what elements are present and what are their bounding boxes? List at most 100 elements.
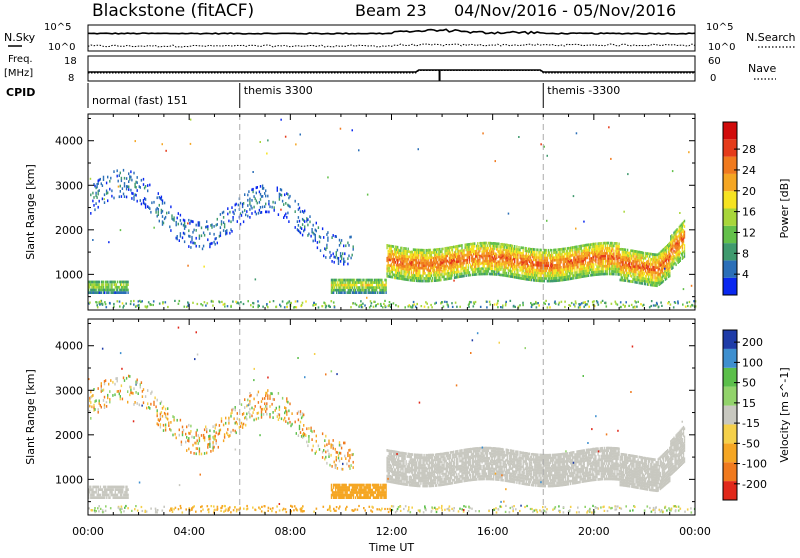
heatmap-cell: [589, 249, 590, 252]
heatmap-cell: [505, 301, 507, 303]
heatmap-cell: [217, 242, 218, 245]
heatmap-cell: [546, 249, 547, 252]
heatmap-cell: [280, 305, 282, 307]
heatmap-cell: [360, 494, 361, 497]
heatmap-cell: [286, 216, 287, 219]
heatmap-cell: [101, 291, 102, 294]
heatmap-cell: [360, 279, 361, 282]
heatmap-cell: [313, 302, 315, 304]
heatmap-cell: [310, 235, 311, 238]
heatmap-cell: [469, 258, 470, 261]
heatmap-cell: [587, 300, 589, 302]
heatmap-cell: [108, 241, 110, 243]
heatmap-cell: [401, 270, 402, 273]
heatmap-cell: [96, 289, 97, 292]
y-tick-label: 2000: [55, 224, 83, 237]
heatmap-cell: [330, 254, 331, 257]
heatmap-cell: [327, 237, 328, 240]
heatmap-cell: [273, 300, 275, 302]
heatmap-cell: [444, 301, 446, 303]
heatmap-cell: [493, 250, 494, 253]
heatmap-cell: [686, 302, 688, 304]
heatmap-cell: [325, 306, 327, 308]
heatmap-cell: [649, 306, 651, 308]
heatmap-cell: [304, 225, 305, 228]
heatmap-cell: [151, 201, 152, 204]
heatmap-cell: [443, 263, 444, 266]
heatmap-cell: [89, 286, 90, 289]
heatmap-cell: [100, 178, 101, 181]
heatmap-cell: [430, 277, 431, 280]
heatmap-cell: [600, 301, 602, 303]
heatmap-cell: [607, 244, 608, 247]
heatmap-cell: [546, 277, 547, 280]
heatmap-cell: [428, 259, 429, 262]
heatmap-cell: [265, 189, 266, 192]
heatmap-cell: [277, 189, 278, 192]
heatmap-cell: [162, 215, 163, 218]
heatmap-cell: [431, 306, 433, 308]
heatmap-cell: [168, 211, 169, 214]
heatmap-cell: [304, 220, 305, 223]
heatmap-cell: [326, 246, 327, 249]
heatmap-cell: [118, 186, 120, 188]
heatmap-cell: [498, 243, 499, 246]
heatmap-cell: [608, 126, 610, 128]
heatmap-cell: [199, 235, 200, 238]
heatmap-cell: [669, 275, 670, 278]
heatmap-cell: [107, 176, 108, 179]
heatmap-cell: [367, 194, 369, 196]
heatmap-cell: [90, 486, 91, 489]
heatmap-cell: [574, 256, 575, 259]
heatmap-cell: [394, 258, 395, 261]
heatmap-cell: [577, 266, 578, 269]
heatmap-cell: [469, 271, 470, 274]
heatmap-cell: [121, 179, 122, 182]
heatmap-cell: [487, 244, 488, 247]
heatmap-cell: [432, 277, 433, 280]
heatmap-cell: [355, 289, 356, 292]
heatmap-cell: [93, 204, 94, 207]
heatmap-cell: [463, 249, 464, 252]
heatmap-cell: [133, 300, 135, 302]
heatmap-cell: [418, 259, 419, 262]
heatmap-cell: [379, 281, 380, 284]
heatmap-cell: [235, 301, 237, 303]
heatmap-cell: [683, 240, 684, 243]
heatmap-cell: [443, 306, 445, 308]
heatmap-cell: [373, 494, 374, 497]
heatmap-cell: [211, 300, 213, 302]
heatmap-cell: [575, 300, 577, 302]
heatmap-cell: [213, 233, 214, 236]
heatmap-cell: [466, 264, 467, 267]
heatmap-cell: [295, 200, 296, 203]
cpid-segment-label: normal (fast) 151: [92, 94, 188, 107]
heatmap-cell: [408, 248, 409, 251]
heatmap-cell: [621, 274, 622, 277]
heatmap-cell: [176, 221, 177, 224]
heatmap-cell: [287, 193, 288, 196]
heatmap-cell: [266, 211, 267, 214]
heatmap-cell: [344, 291, 345, 294]
heatmap-cell: [220, 213, 221, 216]
heatmap-cell: [468, 264, 469, 267]
heatmap-cell: [153, 227, 155, 229]
heatmap-cell: [111, 283, 112, 286]
heatmap-cell: [137, 181, 138, 184]
heatmap-cell: [339, 484, 340, 487]
heatmap-cell: [267, 139, 269, 141]
heatmap-cell: [502, 306, 504, 308]
heatmap-cell: [583, 221, 585, 223]
heatmap-cell: [382, 306, 384, 308]
heatmap-cell: [259, 209, 260, 212]
heatmap-cell: [669, 272, 670, 275]
heatmap-cell: [213, 225, 214, 228]
heatmap-cell: [516, 245, 517, 248]
heatmap-cell: [475, 271, 476, 274]
heatmap-cell: [127, 281, 128, 284]
heatmap-cell: [187, 265, 189, 267]
heatmap-cell: [290, 302, 292, 304]
heatmap-cell: [184, 219, 185, 222]
heatmap-cell: [137, 189, 138, 192]
heatmap-cell: [434, 303, 436, 305]
